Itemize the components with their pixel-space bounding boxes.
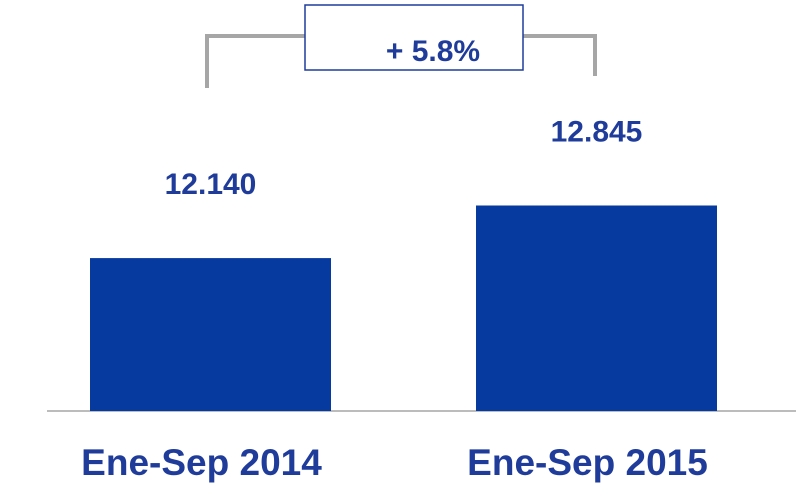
bar [90, 258, 331, 411]
value-label: 12.845 [551, 115, 643, 148]
annotation: + 5.8% [386, 35, 480, 68]
x-tick-label: Ene-Sep 2015 [467, 442, 708, 483]
value-label: 12.140 [165, 168, 257, 201]
annotation-box [304, 4, 524, 71]
x-tick-label: Ene-Sep 2014 [81, 442, 322, 483]
bar [476, 205, 717, 411]
